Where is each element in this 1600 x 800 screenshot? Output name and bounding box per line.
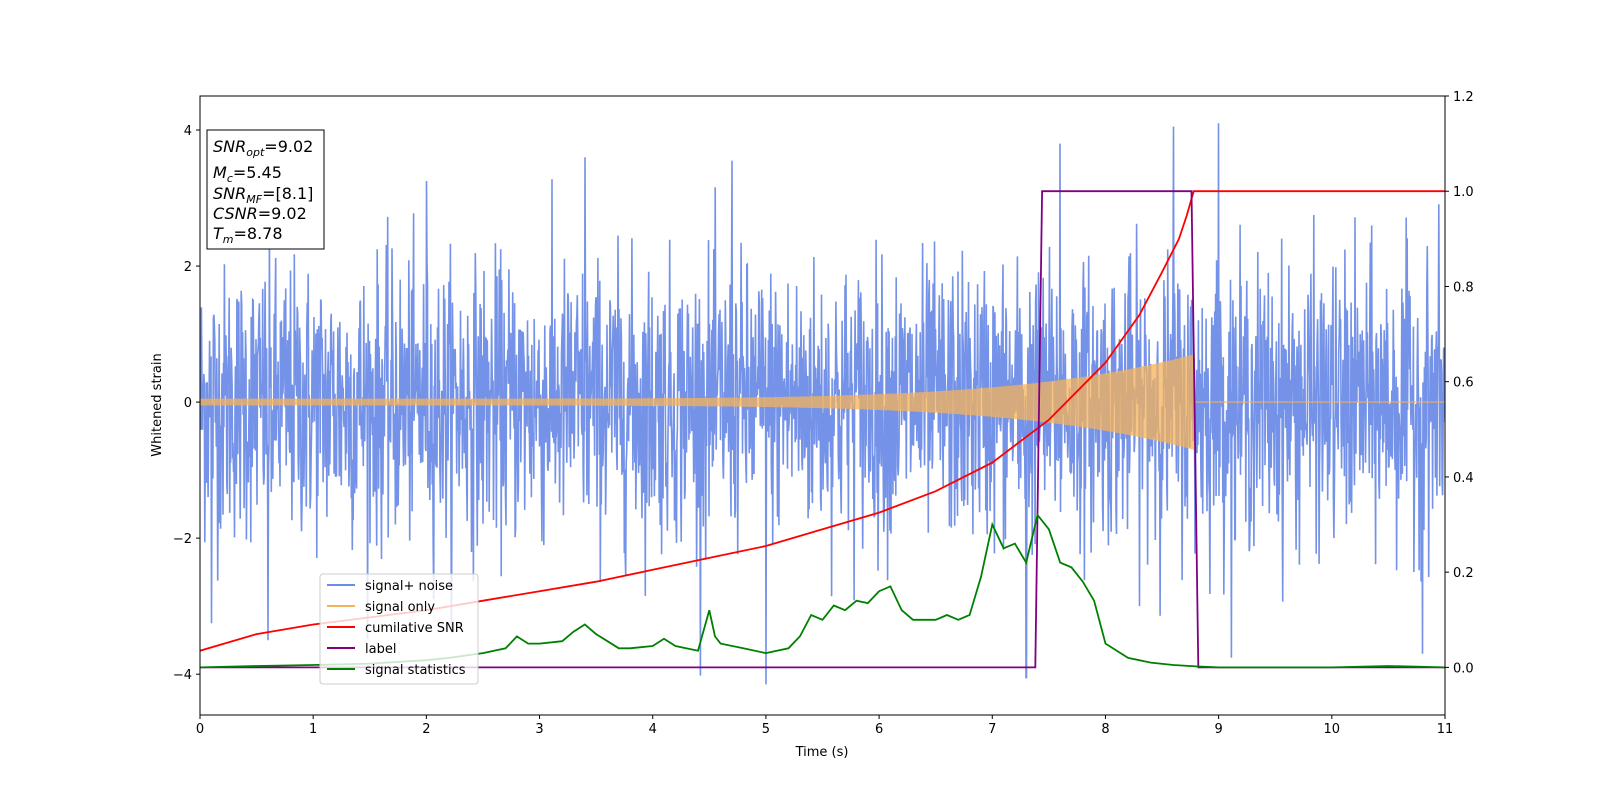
x-tick-label: 8 bbox=[1101, 722, 1109, 737]
legend-frame bbox=[319, 573, 479, 685]
series-signal-statistics bbox=[200, 512, 1445, 669]
x-tick-label: 2 bbox=[422, 722, 430, 737]
y-tick-label: −2 bbox=[173, 532, 192, 547]
x-tick-label: 9 bbox=[1214, 722, 1222, 737]
y-tick-label: 4 bbox=[184, 124, 192, 139]
x-axis: 0 1 2 3 4 5 6 7 8 9 10 11 bbox=[196, 715, 1453, 737]
x-tick-label: 10 bbox=[1324, 722, 1341, 737]
x-tick-label: 4 bbox=[649, 722, 657, 737]
info-line-csnr: CSNR=9.02 bbox=[213, 204, 307, 223]
y2-tick-label: 0.0 bbox=[1453, 661, 1474, 676]
y2-tick-label: 1.2 bbox=[1453, 90, 1474, 105]
series-signal-only bbox=[200, 354, 1445, 450]
info-line-snr-opt: SNRopt=9.02 bbox=[213, 137, 313, 159]
x-tick-label: 6 bbox=[875, 722, 883, 737]
y-tick-label: 0 bbox=[184, 396, 192, 411]
y-tick-label: −4 bbox=[173, 668, 192, 683]
y-axis-left: −4 −2 0 2 4 bbox=[173, 124, 200, 683]
x-tick-label: 1 bbox=[309, 722, 317, 737]
y2-tick-label: 1.0 bbox=[1453, 185, 1474, 200]
y2-tick-label: 0.2 bbox=[1453, 566, 1474, 581]
info-line-mc: Mc=5.45 bbox=[213, 163, 282, 185]
x-axis-label: Time (s) bbox=[795, 745, 849, 760]
info-box: SNRopt=9.02 Mc=5.45 SNRMF=[8.1] CSNR=9.0… bbox=[206, 129, 325, 250]
plot-frame bbox=[199, 95, 1446, 716]
y2-tick-label: 0.6 bbox=[1453, 376, 1474, 391]
x-tick-label: 11 bbox=[1437, 722, 1454, 737]
y2-tick-label: 0.8 bbox=[1453, 280, 1474, 295]
y-axis-right: 0.0 0.2 0.4 0.6 0.8 1.0 1.2 bbox=[1445, 90, 1474, 676]
legend: signal+ noise signal only cumilative SNR… bbox=[319, 573, 479, 685]
x-tick-label: 0 bbox=[196, 722, 204, 737]
legend-label-cumulative-snr: cumilative SNR bbox=[365, 621, 464, 636]
y-tick-label: 2 bbox=[184, 260, 192, 275]
x-tick-label: 7 bbox=[988, 722, 996, 737]
series-signal-noise bbox=[200, 123, 1445, 685]
x-tick-label: 5 bbox=[762, 722, 770, 737]
info-line-snr-mf: SNRMF=[8.1] bbox=[213, 184, 313, 206]
info-line-tm: Tm=8.78 bbox=[213, 224, 283, 246]
info-box-frame bbox=[206, 129, 325, 250]
y2-tick-label: 0.4 bbox=[1453, 471, 1474, 486]
legend-label-signal-only: signal only bbox=[365, 600, 435, 615]
x-tick-label: 3 bbox=[535, 722, 543, 737]
legend-label-signal-noise: signal+ noise bbox=[365, 579, 453, 594]
legend-label-signal-statistics: signal statistics bbox=[365, 663, 466, 678]
y-axis-label: Whitened strain bbox=[150, 353, 165, 456]
legend-label-label: label bbox=[365, 642, 396, 657]
